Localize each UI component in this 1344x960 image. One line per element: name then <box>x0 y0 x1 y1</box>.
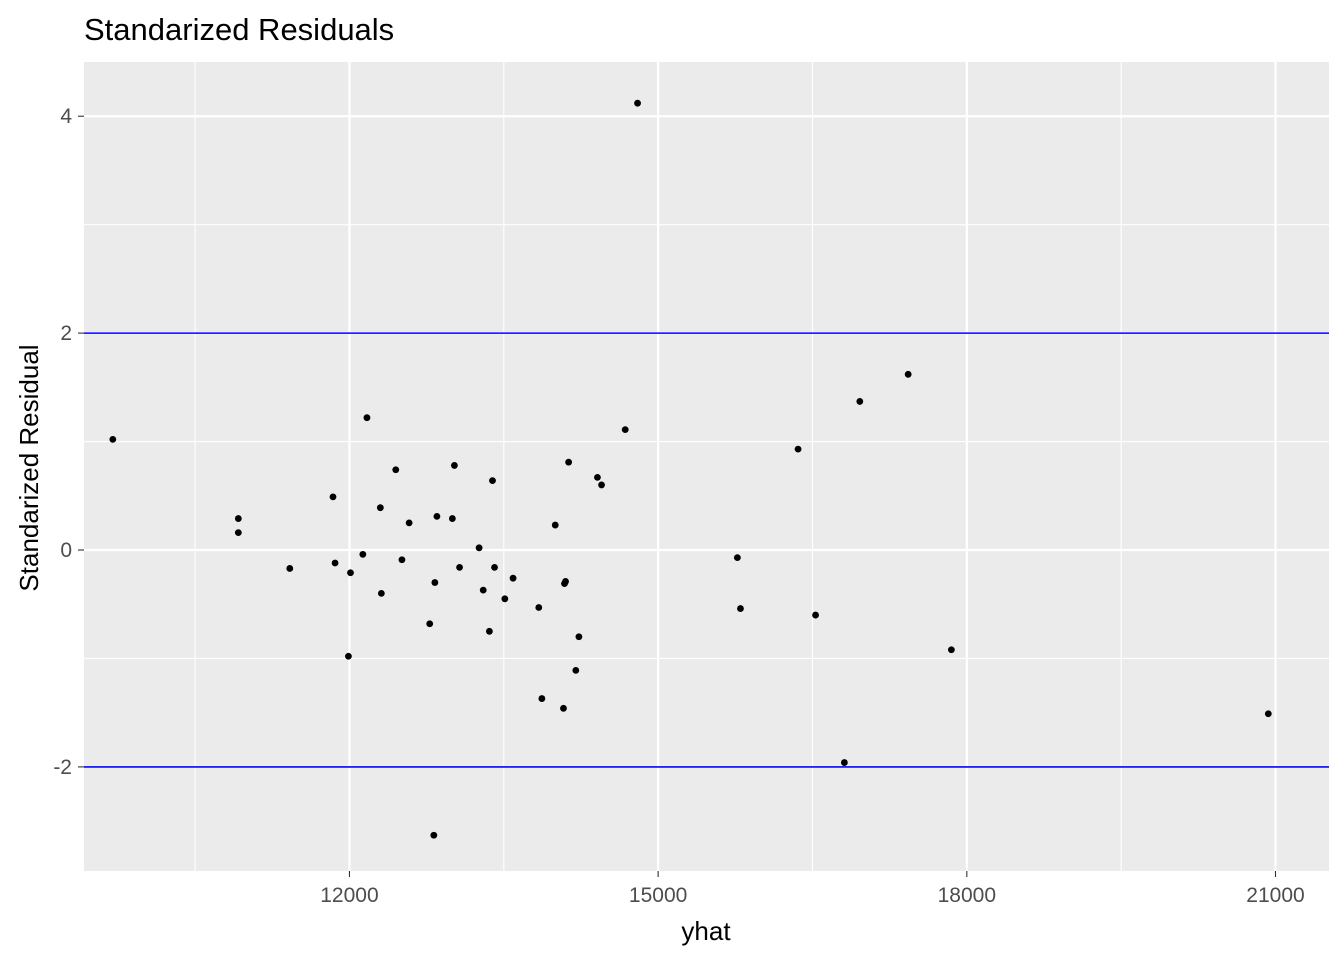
data-point <box>737 605 744 612</box>
data-point <box>426 620 434 628</box>
data-point <box>634 99 641 107</box>
data-point <box>479 586 487 594</box>
data-point <box>733 554 741 561</box>
data-point <box>560 704 567 712</box>
data-point <box>451 462 458 469</box>
data-point <box>363 414 371 422</box>
data-point <box>856 398 864 405</box>
y-axis-ticks: -2 0 2 4 <box>53 105 84 779</box>
y-tick-label: 0 <box>60 539 72 562</box>
data-point <box>812 611 819 619</box>
chart-title: Standarized Residuals <box>84 12 394 47</box>
data-point <box>485 627 493 635</box>
data-points <box>109 99 1272 839</box>
data-point <box>904 370 912 378</box>
data-point <box>331 559 339 567</box>
x-tick-label: 15000 <box>629 884 687 907</box>
data-point <box>575 633 583 641</box>
x-tick-label: 18000 <box>938 884 996 907</box>
data-point <box>551 521 559 529</box>
y-tick-label: 2 <box>60 322 72 345</box>
data-point <box>489 477 496 484</box>
y-tick-label: -2 <box>53 756 72 779</box>
data-point <box>840 759 848 766</box>
data-point <box>286 565 294 572</box>
data-point <box>430 831 438 839</box>
x-axis-ticks: 12000 15000 18000 21000 <box>320 871 1305 907</box>
y-tick-label: 4 <box>60 105 72 128</box>
data-point <box>565 458 573 466</box>
y-axis-title: Standarized Residual <box>14 344 44 591</box>
data-point <box>594 473 601 481</box>
data-point <box>109 435 117 443</box>
data-point <box>448 515 456 522</box>
data-point <box>794 445 802 453</box>
data-point <box>329 493 337 501</box>
data-point <box>572 666 580 674</box>
data-point <box>405 519 413 527</box>
x-tick-label: 21000 <box>1246 884 1304 907</box>
data-point <box>345 652 352 660</box>
data-point <box>621 426 629 434</box>
data-point <box>535 604 543 611</box>
data-point <box>392 466 400 474</box>
data-point <box>562 578 569 585</box>
data-point <box>598 481 605 489</box>
data-point <box>501 595 509 603</box>
data-point <box>234 515 242 522</box>
data-point <box>538 695 546 702</box>
data-point <box>456 563 463 571</box>
data-point <box>359 550 367 558</box>
data-point <box>398 556 406 564</box>
data-point <box>947 646 955 654</box>
minor-gridlines <box>84 62 1329 871</box>
data-point <box>347 569 354 577</box>
data-point <box>234 529 242 537</box>
data-point <box>431 579 439 586</box>
x-axis-title: yhat <box>681 916 731 946</box>
data-point <box>377 589 385 597</box>
data-point <box>433 512 441 520</box>
x-tick-label: 12000 <box>320 884 378 907</box>
data-point <box>376 504 384 512</box>
plot-panel <box>84 62 1329 871</box>
data-point <box>491 563 498 571</box>
data-point <box>1264 710 1272 718</box>
data-point <box>475 544 483 552</box>
data-point <box>509 574 517 582</box>
reference-lines <box>84 332 1329 768</box>
